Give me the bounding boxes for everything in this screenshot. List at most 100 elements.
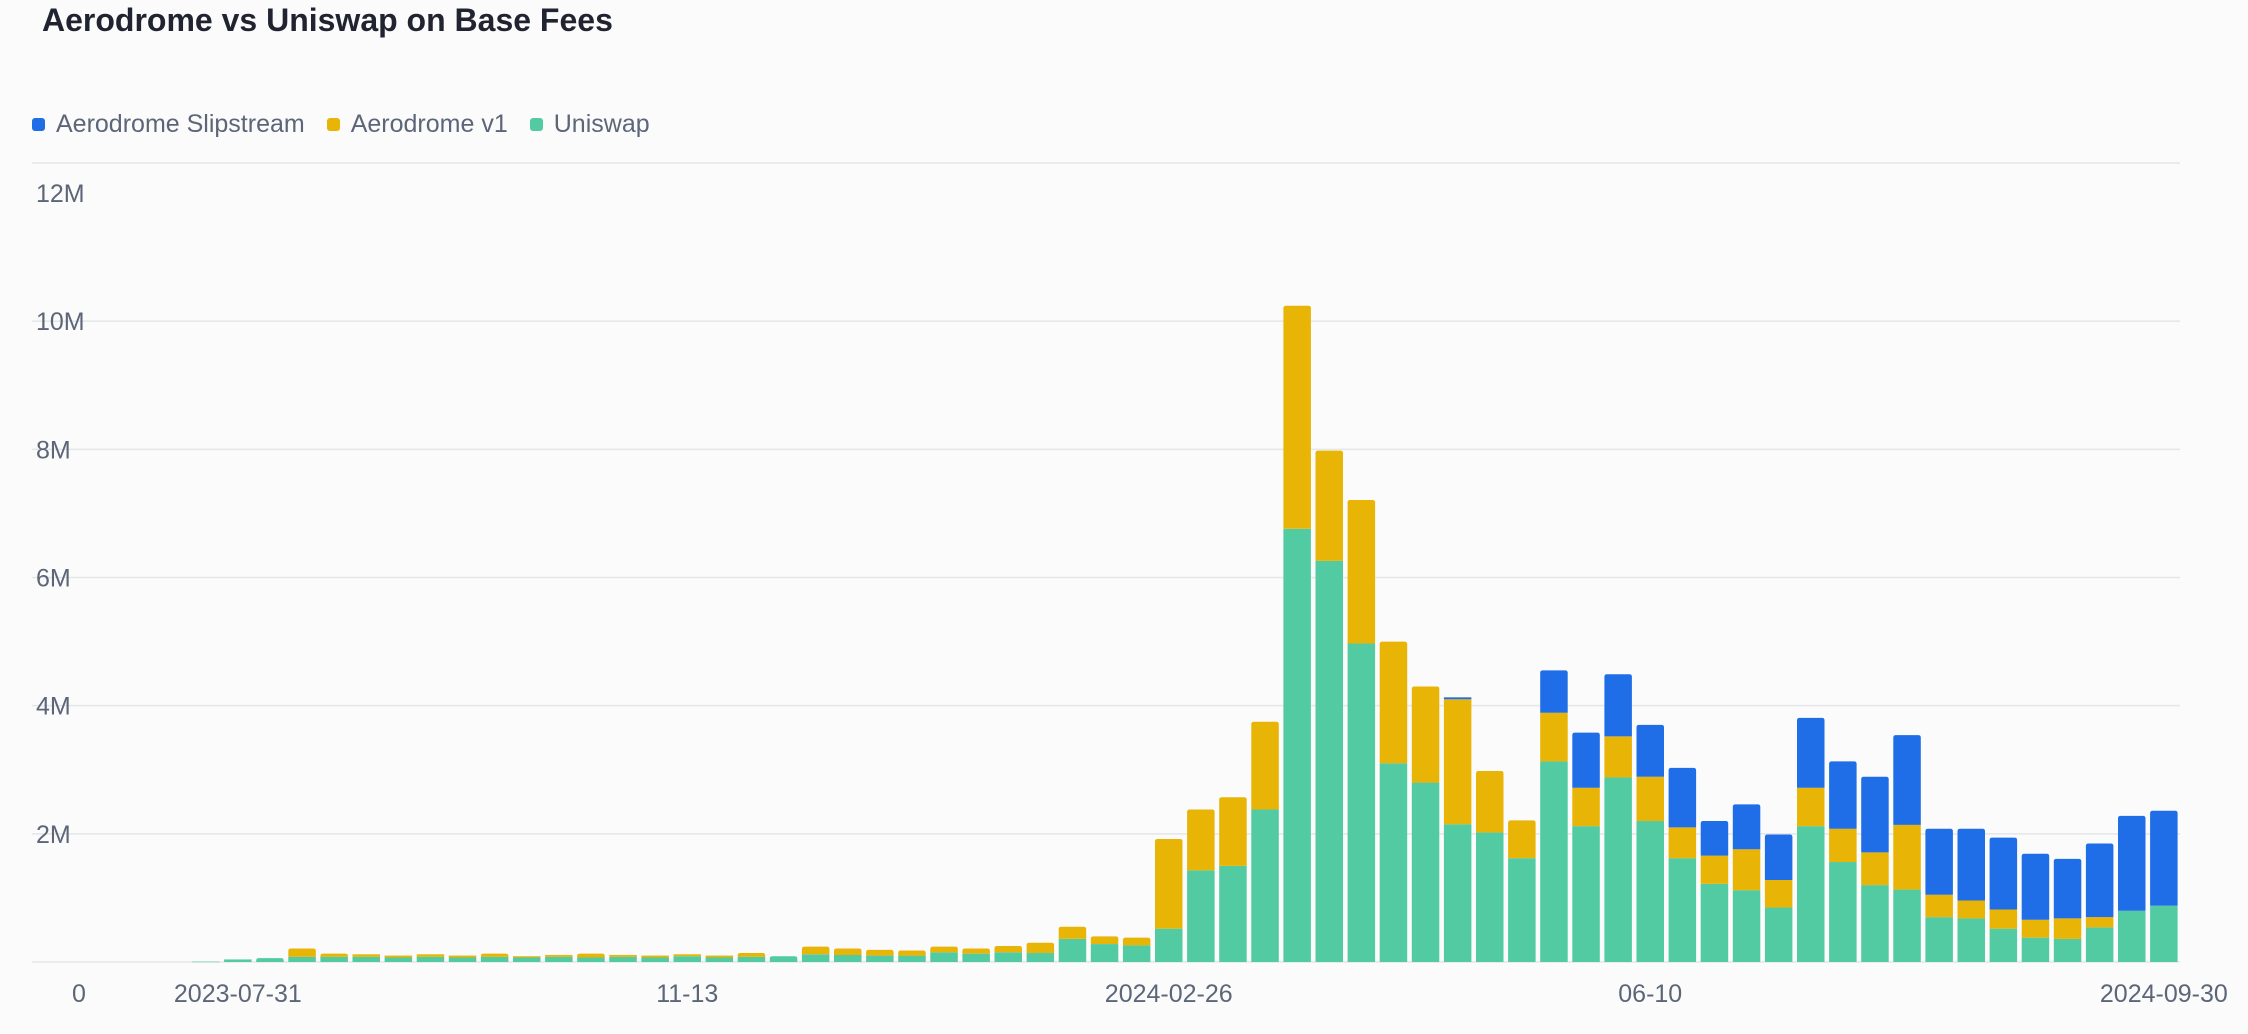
bar-uniswap[interactable]	[448, 957, 477, 962]
bar-uniswap[interactable]	[577, 957, 605, 962]
bar-aerodrome-v1[interactable]	[352, 954, 381, 957]
bar-uniswap[interactable]	[416, 956, 445, 962]
bar-uniswap[interactable]	[1668, 858, 1697, 962]
bar-aerodrome-slipstream[interactable]	[1829, 761, 1857, 829]
bar-aerodrome-slipstream[interactable]	[1668, 767, 1697, 828]
bar-uniswap[interactable]	[1700, 883, 1729, 962]
bar-aerodrome-v1[interactable]	[1732, 849, 1761, 891]
bar-uniswap[interactable]	[609, 956, 637, 962]
bar-uniswap[interactable]	[705, 957, 734, 962]
bar-aerodrome-v1[interactable]	[1155, 838, 1183, 929]
bar-aerodrome-v1[interactable]	[1219, 797, 1247, 866]
bar-uniswap[interactable]	[1251, 809, 1279, 962]
bar-aerodrome-v1[interactable]	[2085, 917, 2114, 928]
bar-uniswap[interactable]	[1058, 938, 1087, 962]
bar-uniswap[interactable]	[1219, 865, 1247, 962]
bar-uniswap[interactable]	[1155, 928, 1183, 962]
bar-uniswap[interactable]	[2150, 905, 2178, 962]
bar-uniswap[interactable]	[2118, 910, 2146, 962]
bar-aerodrome-v1[interactable]	[1540, 712, 1568, 762]
bar-aerodrome-v1[interactable]	[1893, 824, 1921, 890]
bar-uniswap[interactable]	[1636, 821, 1665, 962]
bar-uniswap[interactable]	[1925, 917, 1953, 962]
bar-aerodrome-v1[interactable]	[577, 953, 605, 958]
bar-aerodrome-v1[interactable]	[673, 954, 702, 957]
bar-aerodrome-v1[interactable]	[448, 955, 477, 958]
bar-uniswap[interactable]	[513, 957, 541, 962]
bar-aerodrome-v1[interactable]	[737, 953, 766, 957]
bar-uniswap[interactable]	[1764, 907, 1793, 962]
bar-uniswap[interactable]	[673, 956, 702, 962]
bar-uniswap[interactable]	[1572, 826, 1600, 962]
bar-aerodrome-v1[interactable]	[705, 955, 734, 958]
bar-uniswap[interactable]	[1957, 918, 1986, 962]
bar-uniswap[interactable]	[1379, 763, 1408, 962]
bar-aerodrome-v1[interactable]	[1251, 721, 1279, 810]
bar-aerodrome-slipstream[interactable]	[1764, 834, 1793, 880]
bar-aerodrome-v1[interactable]	[1764, 879, 1793, 908]
legend-item-aerodrome-v1[interactable]: Aerodrome v1	[326, 110, 508, 139]
bar-aerodrome-v1[interactable]	[1122, 937, 1151, 946]
bar-uniswap[interactable]	[1989, 928, 2018, 962]
bar-aerodrome-v1[interactable]	[1315, 450, 1344, 561]
bar-aerodrome-v1[interactable]	[1957, 900, 1986, 919]
bar-aerodrome-v1[interactable]	[1636, 776, 1665, 822]
bar-uniswap[interactable]	[769, 956, 798, 962]
bar-aerodrome-v1[interactable]	[834, 948, 862, 955]
bar-uniswap[interactable]	[801, 954, 830, 962]
bar-aerodrome-slipstream[interactable]	[2021, 853, 2050, 920]
bar-uniswap[interactable]	[192, 961, 220, 963]
bar-aerodrome-v1[interactable]	[801, 946, 830, 955]
bar-uniswap[interactable]	[1443, 824, 1472, 962]
bar-uniswap[interactable]	[1283, 528, 1311, 962]
bar-uniswap[interactable]	[545, 956, 573, 962]
bar-aerodrome-slipstream[interactable]	[2150, 810, 2178, 906]
bar-aerodrome-v1[interactable]	[930, 946, 958, 953]
bar-aerodrome-v1[interactable]	[898, 950, 926, 956]
bar-uniswap[interactable]	[1797, 826, 1825, 962]
bar-uniswap[interactable]	[1347, 643, 1376, 962]
bar-aerodrome-slipstream[interactable]	[1957, 828, 1986, 901]
bar-uniswap[interactable]	[1315, 560, 1344, 962]
bar-aerodrome-slipstream[interactable]	[1700, 821, 1729, 856]
bar-aerodrome-slipstream[interactable]	[1861, 776, 1889, 853]
bar-aerodrome-slipstream[interactable]	[1540, 670, 1568, 713]
bar-uniswap[interactable]	[2021, 937, 2050, 962]
bar-aerodrome-slipstream[interactable]	[1443, 697, 1472, 700]
bar-aerodrome-v1[interactable]	[1925, 894, 1953, 918]
bar-aerodrome-slipstream[interactable]	[1893, 735, 1921, 825]
bar-aerodrome-v1[interactable]	[1700, 855, 1729, 884]
bar-aerodrome-v1[interactable]	[480, 953, 509, 957]
bar-aerodrome-v1[interactable]	[1379, 641, 1408, 764]
bar-uniswap[interactable]	[962, 953, 990, 962]
bar-aerodrome-v1[interactable]	[1476, 771, 1504, 833]
bar-uniswap[interactable]	[1540, 761, 1568, 962]
bar-uniswap[interactable]	[994, 952, 1023, 962]
bar-uniswap[interactable]	[1604, 777, 1632, 962]
bar-aerodrome-v1[interactable]	[545, 954, 573, 957]
bar-uniswap[interactable]	[1732, 890, 1761, 962]
bar-uniswap[interactable]	[737, 956, 766, 962]
bar-aerodrome-v1[interactable]	[1411, 686, 1440, 783]
bar-uniswap[interactable]	[1187, 870, 1215, 962]
bar-uniswap[interactable]	[384, 957, 413, 962]
bar-aerodrome-v1[interactable]	[1090, 936, 1119, 945]
bar-uniswap[interactable]	[256, 958, 284, 962]
bar-aerodrome-v1[interactable]	[1797, 787, 1825, 827]
bar-aerodrome-v1[interactable]	[2021, 919, 2050, 938]
bar-aerodrome-v1[interactable]	[962, 948, 990, 954]
bar-aerodrome-v1[interactable]	[866, 949, 894, 956]
bar-aerodrome-slipstream[interactable]	[1572, 732, 1600, 788]
bar-aerodrome-slipstream[interactable]	[2053, 858, 2082, 919]
bar-aerodrome-v1[interactable]	[288, 948, 316, 957]
bar-aerodrome-v1[interactable]	[1187, 809, 1215, 871]
bar-aerodrome-v1[interactable]	[1989, 909, 2018, 929]
bar-aerodrome-v1[interactable]	[1347, 499, 1376, 644]
bar-aerodrome-v1[interactable]	[2053, 918, 2082, 939]
bar-aerodrome-v1[interactable]	[320, 953, 348, 957]
bar-aerodrome-v1[interactable]	[1058, 926, 1087, 939]
bar-uniswap[interactable]	[2085, 927, 2114, 962]
legend-item-aerodrome-slipstream[interactable]: Aerodrome Slipstream	[32, 110, 305, 139]
bar-uniswap[interactable]	[1508, 858, 1536, 962]
bar-uniswap[interactable]	[641, 957, 669, 962]
